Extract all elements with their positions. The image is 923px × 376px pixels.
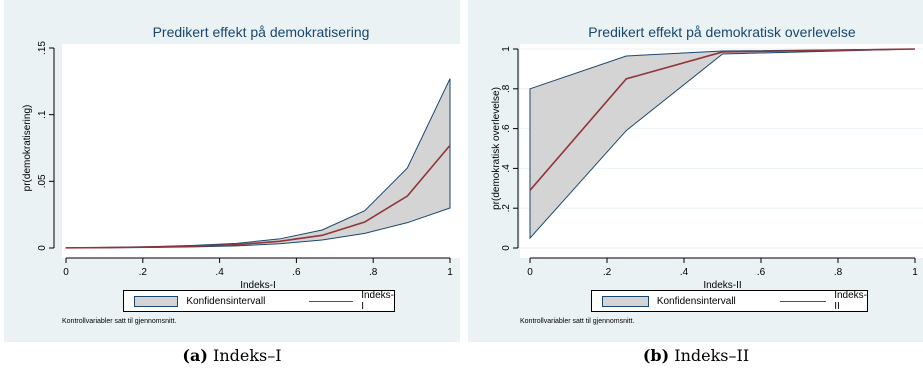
legend-line-swatch: [309, 300, 354, 302]
y-tick-label: .4: [501, 164, 512, 173]
chart-panel-a: Predikert effekt på demokratisering 0 .05.…: [4, 0, 460, 365]
x-tick-label: .8: [369, 267, 378, 278]
x-tick-label: .8: [834, 267, 843, 278]
legend-line-label: Indeks-II: [834, 290, 867, 312]
chart-panel-b: Predikert effekt på demokratisk overleve…: [468, 0, 923, 365]
series-line: [529, 48, 916, 191]
legend-a: Konfidensintervall Indeks-I: [123, 290, 395, 312]
chart-note: Kontrollvariabler satt til gjennomsnitt.: [520, 318, 635, 325]
y-tick-label: .2: [501, 204, 512, 213]
y-tick-label: 0: [501, 245, 512, 251]
y-tick-label: .15: [37, 41, 48, 55]
chart-title: Predikert effekt på demokratisering: [153, 24, 370, 40]
caption-text: Indeks–I: [213, 346, 282, 365]
x-tick-label: .2: [139, 267, 148, 278]
x-tick-label: .4: [215, 267, 224, 278]
x-axis-title: Indeks-I: [240, 280, 276, 290]
legend-band-swatch: [602, 295, 649, 307]
y-axis-title: pr(demokratisering): [22, 105, 33, 192]
x-tick-label: .6: [292, 267, 301, 278]
y-tick-label: .6: [501, 124, 512, 133]
y-tick-label: .1: [37, 110, 48, 119]
legend-b: Konfidensintervall Indeks-II: [591, 290, 868, 312]
y-tick-label: 0: [37, 245, 48, 251]
y-tick-label: .05: [37, 174, 48, 188]
y-tick-label: 1: [501, 46, 512, 52]
chart-title: Predikert effekt på demokratisk overleve…: [588, 24, 856, 40]
legend-band-label: Konfidensintervall: [186, 295, 266, 307]
x-tick-label: .6: [757, 267, 766, 278]
x-tick-label: 1: [447, 267, 453, 278]
caption-a: (a) Indeks–I: [4, 346, 460, 365]
caption-label: (b): [642, 346, 670, 365]
y-tick-label: .8: [501, 84, 512, 93]
caption-label: (a): [182, 346, 208, 365]
confidence-band: [529, 48, 916, 240]
chart-b-svg: Predikert effekt på demokratisk overleve…: [491, 24, 923, 290]
x-tick-label: .4: [680, 267, 689, 278]
legend-line-label: Indeks-I: [361, 290, 394, 312]
x-axis-title: Indeks-II: [703, 280, 741, 290]
y-axis-title: pr(demokratisk overlevelse): [491, 87, 502, 210]
x-tick-label: 0: [527, 267, 533, 278]
caption-text: Indeks–II: [674, 346, 750, 365]
plot-area: [62, 44, 460, 258]
x-tick-label: 1: [912, 267, 918, 278]
series-line: [65, 144, 451, 249]
caption-b: (b) Indeks–II: [468, 346, 923, 365]
chart-a-svg: Predikert effekt på demokratisering 0 .05.…: [22, 24, 460, 290]
legend-band-swatch: [134, 295, 179, 307]
chart-note: Kontrollvariabler satt til gjennomsnitt.: [62, 318, 177, 325]
x-tick-label: .2: [603, 267, 612, 278]
legend-band-label: Konfidensintervall: [656, 295, 736, 307]
legend-line-swatch: [779, 300, 827, 302]
x-tick-label: 0: [63, 267, 69, 278]
